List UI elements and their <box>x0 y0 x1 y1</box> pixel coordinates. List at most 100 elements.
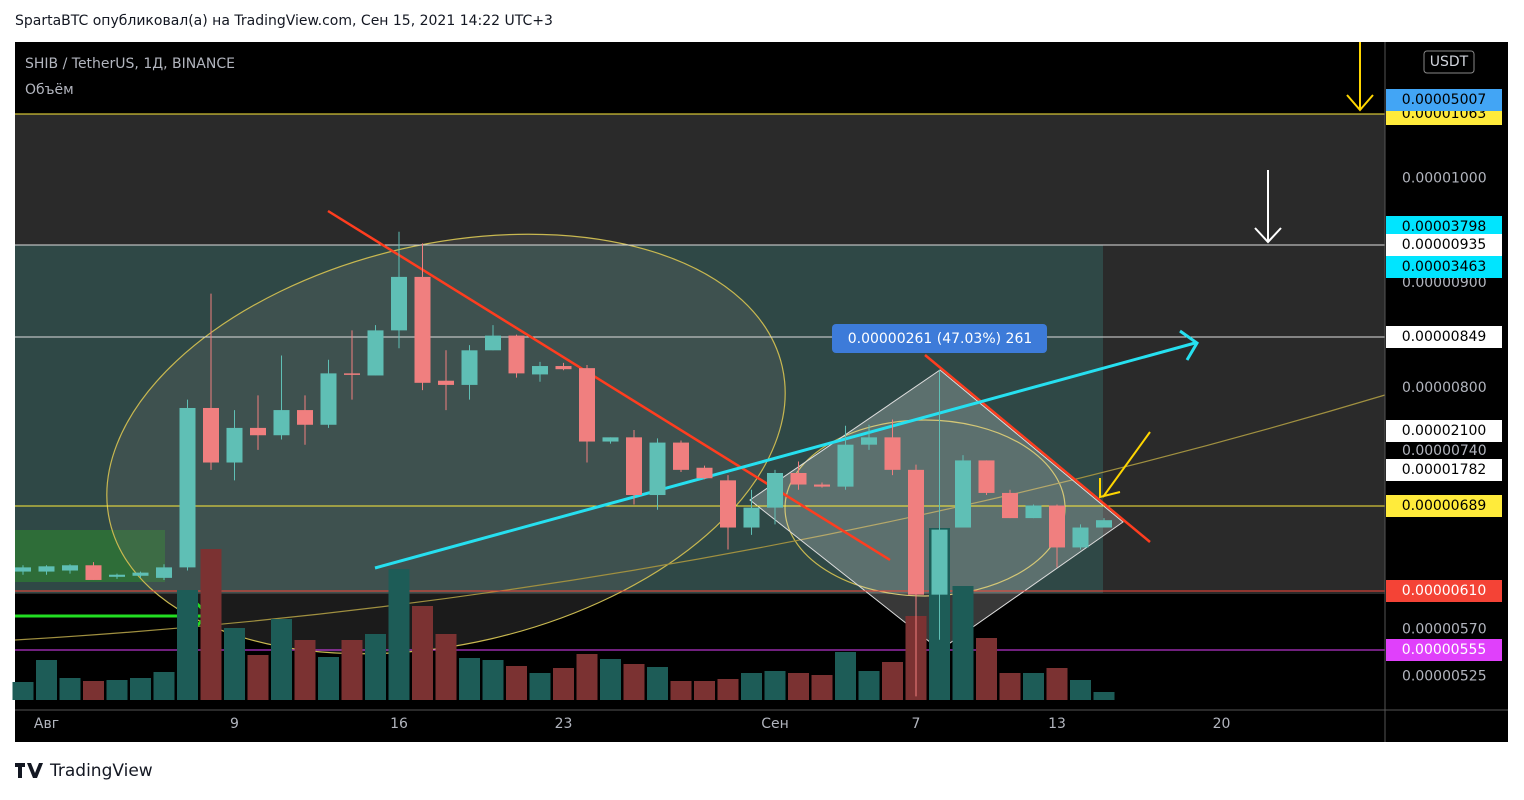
candle-body <box>438 380 454 385</box>
volume-bar <box>177 590 198 700</box>
price-label-box <box>1386 216 1502 238</box>
volume-bar <box>200 549 222 700</box>
price-label-box <box>1386 639 1502 661</box>
currency: USDT <box>1430 54 1469 70</box>
candle-body <box>414 276 431 383</box>
volume-bar <box>271 619 292 700</box>
price-label-box <box>1386 580 1502 602</box>
volume-bar <box>600 659 621 700</box>
price-label-box <box>1386 459 1502 481</box>
price-label-box <box>1386 326 1502 348</box>
volume-bar <box>294 640 316 700</box>
candle-body <box>931 529 948 595</box>
candle-body <box>1025 505 1042 519</box>
drawings <box>14 42 1386 655</box>
candle-body <box>743 507 760 528</box>
price-label: 0.00000689 <box>1402 498 1487 514</box>
volume-bar <box>247 655 269 700</box>
candle-body <box>673 442 689 470</box>
currency-box <box>1423 50 1475 74</box>
x-tick-label: Сен <box>761 716 789 732</box>
candle-body <box>790 473 807 485</box>
price-label: 0.00000935 <box>1402 237 1487 253</box>
candle-body <box>485 335 501 351</box>
volume-bar <box>670 681 692 700</box>
candle-body <box>649 442 666 496</box>
candle-body <box>508 335 525 374</box>
price-label: 0.00003798 <box>1402 219 1487 235</box>
volume-bar <box>576 654 598 700</box>
measure-box <box>832 324 1047 353</box>
volume-bar <box>741 673 762 700</box>
volume-bar <box>435 634 457 700</box>
candle-body <box>837 444 854 487</box>
candle-body <box>955 460 971 528</box>
volume-bar <box>59 678 81 700</box>
volume-bar <box>764 671 786 700</box>
volume-bar <box>952 586 974 700</box>
y-tick-label: 0.00000740 <box>1402 443 1487 459</box>
volume-bar <box>106 680 128 700</box>
volume-bar <box>1070 680 1091 700</box>
candle-body <box>320 373 337 425</box>
candle-body <box>273 410 290 436</box>
volume-bar <box>12 682 34 700</box>
y-tick-label: 0.00000570 <box>1402 621 1487 637</box>
candle-body <box>109 574 125 577</box>
price-label-box <box>1386 89 1502 111</box>
candle-body <box>250 427 266 436</box>
x-tick-label: 13 <box>1048 716 1066 732</box>
volume-bar <box>1093 692 1115 700</box>
candle-body <box>1002 492 1018 519</box>
brand: TradingView <box>49 761 153 781</box>
volume-bar <box>623 664 645 700</box>
price-axis <box>1385 42 1508 710</box>
price-label: 0.00002100 <box>1402 423 1487 439</box>
volume-bar <box>553 668 574 700</box>
volume-bar <box>153 672 175 700</box>
volume-bar <box>83 681 104 700</box>
candle-body <box>226 427 243 463</box>
volume-bar <box>647 667 668 700</box>
attribution: SpartaBTC опубликовал(а) на TradingView.… <box>15 13 553 29</box>
volume-bar <box>529 673 551 700</box>
volume-bar <box>835 652 856 700</box>
volume-bar <box>1046 668 1068 700</box>
candle-body <box>626 437 642 496</box>
volume-bar <box>341 640 363 700</box>
chart-title: SHIB / TetherUS, 1Д, BINANCE <box>25 56 235 72</box>
candle-body <box>297 410 313 425</box>
price-label: 0.00005007 <box>1402 92 1487 108</box>
volume-bar <box>811 675 833 700</box>
candle-body <box>814 484 830 487</box>
measure-label: 0.00000261 (47.03%) 261 <box>848 331 1033 347</box>
volume-bar <box>788 673 809 700</box>
volume-bar <box>412 606 433 700</box>
candle-body <box>532 366 548 375</box>
volume-bar <box>482 660 504 700</box>
volume-bar <box>1023 673 1044 700</box>
candle-body <box>85 565 102 580</box>
volume-bar <box>365 634 386 700</box>
volume-bar <box>459 658 480 700</box>
candle-body <box>1072 527 1089 548</box>
candle-body <box>908 469 924 595</box>
x-tick-label: 20 <box>1213 716 1231 732</box>
candle-body <box>767 473 783 508</box>
candle-body <box>884 437 901 470</box>
price-label-box <box>1386 420 1502 442</box>
price-label: 0.00001782 <box>1402 462 1487 478</box>
candle-body <box>344 373 360 375</box>
candle-body <box>579 368 595 442</box>
x-tick-label: 23 <box>555 716 573 732</box>
candle-body <box>179 407 196 568</box>
volume-bar <box>976 638 997 700</box>
candle-body <box>720 480 736 528</box>
volume-bar <box>999 673 1021 700</box>
candle-body <box>132 572 149 576</box>
price-label: 0.00003463 <box>1402 259 1487 275</box>
candle-body <box>156 567 172 578</box>
x-tick-label: 7 <box>912 716 921 732</box>
